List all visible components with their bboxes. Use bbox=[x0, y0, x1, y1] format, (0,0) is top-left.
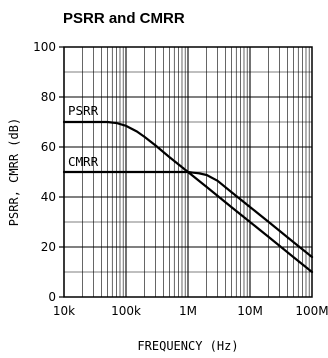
series-line-psrr bbox=[62, 120, 314, 274]
x-tick-label: 100M bbox=[295, 304, 328, 318]
y-tick-label: 0 bbox=[48, 290, 56, 304]
labels-layer: PSRR CMRR bbox=[68, 103, 99, 169]
series-layer bbox=[62, 120, 314, 274]
ticks-layer: 0 20 40 60 80 100 10k 100k 1M 10M 100M bbox=[33, 40, 328, 318]
y-tick-label: 40 bbox=[41, 190, 56, 204]
y-tick-label: 60 bbox=[41, 140, 56, 154]
y-tick-label: 20 bbox=[41, 240, 56, 254]
x-tick-label: 10M bbox=[237, 304, 263, 318]
x-axis-label: FREQUENCY (Hz) bbox=[137, 339, 238, 353]
series-label-cmrr: CMRR bbox=[68, 154, 99, 169]
series-label-psrr: PSRR bbox=[68, 103, 99, 118]
chart-title: PSRR and CMRR bbox=[63, 10, 185, 27]
series-line-cmrr bbox=[62, 170, 314, 259]
x-tick-label: 1M bbox=[179, 304, 197, 318]
y-tick-label: 80 bbox=[41, 90, 56, 104]
y-axis-label: PSRR, CMRR (dB) bbox=[7, 118, 21, 226]
x-tick-label: 10k bbox=[53, 304, 75, 318]
x-tick-label: 100k bbox=[111, 304, 141, 318]
y-tick-label: 100 bbox=[33, 40, 56, 54]
